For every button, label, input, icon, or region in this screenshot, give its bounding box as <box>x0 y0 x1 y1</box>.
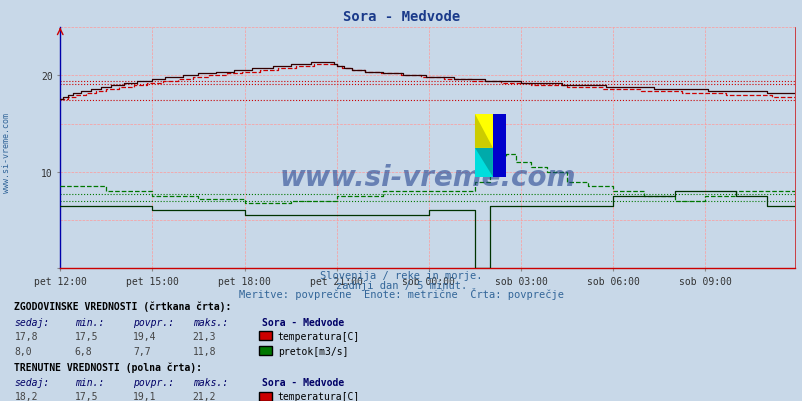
Text: min.:: min.: <box>75 377 104 387</box>
Text: povpr.:: povpr.: <box>133 377 174 387</box>
Polygon shape <box>492 115 505 177</box>
Text: 17,8: 17,8 <box>14 331 38 341</box>
Text: 11,8: 11,8 <box>192 346 216 356</box>
Text: 17,5: 17,5 <box>75 391 98 401</box>
Polygon shape <box>474 115 492 148</box>
Text: 21,2: 21,2 <box>192 391 216 401</box>
Text: 18,2: 18,2 <box>14 391 38 401</box>
Text: 19,1: 19,1 <box>133 391 156 401</box>
Text: Sora - Medvode: Sora - Medvode <box>261 377 343 387</box>
Text: pretok[m3/s]: pretok[m3/s] <box>277 346 348 356</box>
Text: 8,0: 8,0 <box>14 346 32 356</box>
Text: 19,4: 19,4 <box>133 331 156 341</box>
Text: min.:: min.: <box>75 317 104 327</box>
Text: www.si-vreme.com: www.si-vreme.com <box>2 112 11 192</box>
Bar <box>474 148 492 177</box>
Polygon shape <box>474 148 492 177</box>
Text: maks.:: maks.: <box>192 377 228 387</box>
Text: ZGODOVINSKE VREDNOSTI (črtkana črta):: ZGODOVINSKE VREDNOSTI (črtkana črta): <box>14 301 232 312</box>
Text: sedaj:: sedaj: <box>14 317 50 327</box>
Polygon shape <box>474 148 492 177</box>
Text: 6,8: 6,8 <box>75 346 92 356</box>
Polygon shape <box>474 115 492 148</box>
Text: temperatura[C]: temperatura[C] <box>277 391 359 401</box>
Text: sedaj:: sedaj: <box>14 377 50 387</box>
Bar <box>474 115 492 148</box>
Text: TRENUTNE VREDNOSTI (polna črta):: TRENUTNE VREDNOSTI (polna črta): <box>14 361 202 372</box>
Text: maks.:: maks.: <box>192 317 228 327</box>
Text: Sora - Medvode: Sora - Medvode <box>261 317 343 327</box>
Text: www.si-vreme.com: www.si-vreme.com <box>279 163 575 191</box>
Text: 7,7: 7,7 <box>133 346 151 356</box>
Text: Meritve: povprečne  Enote: metrične  Črta: povprečje: Meritve: povprečne Enote: metrične Črta:… <box>239 288 563 300</box>
Text: zadnji dan / 5 minut.: zadnji dan / 5 minut. <box>335 280 467 290</box>
Text: 17,5: 17,5 <box>75 331 98 341</box>
Text: Slovenija / reke in morje.: Slovenija / reke in morje. <box>320 271 482 281</box>
Text: 21,3: 21,3 <box>192 331 216 341</box>
Text: povpr.:: povpr.: <box>133 317 174 327</box>
Text: temperatura[C]: temperatura[C] <box>277 331 359 341</box>
Bar <box>492 119 505 177</box>
Text: Sora - Medvode: Sora - Medvode <box>342 10 460 24</box>
